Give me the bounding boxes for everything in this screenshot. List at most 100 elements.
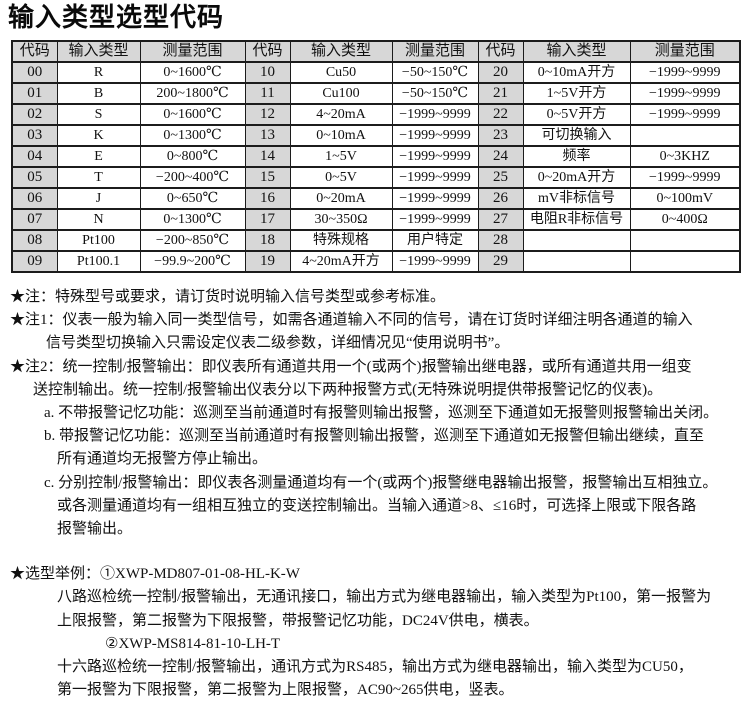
note-line: ★注2：统一控制/报警输出：即仪表所有通道共用一个(或两个)报警输出继电器，或所…	[10, 358, 692, 375]
input-type-cell: Cu50	[289, 61, 393, 84]
header-cell: 测量范围	[391, 40, 479, 63]
code-cell: 09	[11, 250, 58, 273]
table-row: 00 R 0~1600℃ 10 Cu50 −50~150℃ 20 0~10mA开方 −1999~…	[11, 61, 741, 84]
code-cell: 01	[11, 82, 58, 105]
input-type-cell: 0~5V	[289, 166, 393, 189]
code-cell: 25	[477, 166, 524, 189]
table-row: 07 N 0~1300℃ 17 30~350Ω −1999~9999 27 电阻R非标信号 0~…	[11, 208, 741, 231]
input-type-cell	[522, 250, 631, 273]
input-type-cell: 0~5V开方	[522, 103, 631, 126]
code-cell: 24	[477, 145, 524, 168]
code-cell: 21	[477, 82, 524, 105]
note-line: a. 不带报警记忆功能：巡测至当前通道时有报警则输出报警，巡测至下通道如无报警则…	[44, 405, 719, 422]
header-cell: 测量范围	[629, 40, 741, 63]
table-row: 02 S 0~1600℃ 12 4~20mA −1999~9999 22 0~5V开方 −199…	[11, 103, 741, 126]
input-type-cell: N	[56, 208, 141, 231]
input-type-cell: Pt100	[56, 229, 141, 252]
input-type-cell: 1~5V开方	[522, 82, 631, 105]
range-cell: 0~1600℃	[139, 103, 246, 126]
input-type-cell: Pt100.1	[56, 250, 141, 273]
code-cell: 00	[11, 61, 58, 84]
note-line: 信号类型切换输入只需设定仪表二级参数，详细情况见“使用说明书”。	[46, 335, 510, 352]
code-cell: 08	[11, 229, 58, 252]
input-type-cell: E	[56, 145, 141, 168]
range-cell: −50~150℃	[391, 61, 479, 84]
code-cell: 28	[477, 229, 524, 252]
range-cell: 200~1800℃	[139, 82, 246, 105]
code-cell: 14	[244, 145, 291, 168]
range-cell: 0~100mV	[629, 187, 741, 210]
notes-section: ★注：特殊型号或要求，请订货时说明输入信号类型或参考标准。 ★注1：仪表一般为输入…	[0, 286, 750, 541]
code-cell: 06	[11, 187, 58, 210]
table-row: 04 E 0~800℃ 14 1~5V −1999~9999 24 频率 0~3KHZ	[11, 145, 741, 168]
code-cell: 20	[477, 61, 524, 84]
range-cell: 0~1300℃	[139, 124, 246, 147]
example-line: 十六路巡检统一控制/报警输出，通讯方式为RS485，输出方式为继电器输出，输入类…	[57, 659, 693, 676]
range-cell	[629, 250, 741, 273]
header-cell: 代码	[244, 40, 291, 63]
note-line: ★注：特殊型号或要求，请订货时说明输入信号类型或参考标准。	[10, 289, 446, 305]
table-row: 05 T −200~400℃ 15 0~5V −1999~9999 25 0~20mA开方 −1…	[11, 166, 741, 189]
range-cell: 0~400Ω	[629, 208, 741, 231]
code-cell: 02	[11, 103, 58, 126]
input-type-cell: 0~10mA开方	[522, 61, 631, 84]
note-line: 送控制输出。统一控制/报警输出仪表分以下两种报警方式(无特殊说明提供带报警记忆的…	[33, 381, 663, 398]
range-cell: −1999~9999	[391, 103, 479, 126]
example-line: 八路巡检统一控制/报警输出，无通讯接口，输出方式为继电器输出，输入类型为Pt10…	[57, 589, 712, 606]
code-cell: 27	[477, 208, 524, 231]
note-line: 所有通道均无报警方停止输出。	[57, 451, 268, 468]
code-cell: 26	[477, 187, 524, 210]
table-row: 06 J 0~650℃ 16 0~20mA −1999~9999 26 mV非标信号 0~100…	[11, 187, 741, 210]
input-type-cell: 30~350Ω	[289, 208, 393, 231]
range-cell: 0~800℃	[139, 145, 246, 168]
page-title: 输入类型选型代码	[8, 2, 225, 32]
input-type-cell: J	[56, 187, 141, 210]
code-cell: 15	[244, 166, 291, 189]
input-type-cell	[522, 229, 631, 252]
example-line: 上限报警，第二报警为下限报警，带报警记忆功能，DC24V供电，横表。	[57, 612, 539, 629]
example-line: ②XWP-MS814-81-10-LH-T	[105, 635, 281, 652]
range-cell	[629, 124, 741, 147]
header-cell: 输入类型	[56, 40, 141, 63]
table-header-row: 代码 输入类型 测量范围 代码 输入类型 测量范围 代码 输入类型 测量范围	[11, 40, 741, 63]
range-cell: −1999~9999	[629, 166, 741, 189]
range-cell: 0~1600℃	[139, 61, 246, 84]
range-cell: −200~850℃	[139, 229, 246, 252]
selection-table: 代码 输入类型 测量范围 代码 输入类型 测量范围 代码 输入类型 测量范围 00 R 0~1600…	[11, 40, 741, 273]
range-cell: −1999~9999	[391, 166, 479, 189]
header-cell: 输入类型	[289, 40, 393, 63]
range-cell	[629, 229, 741, 252]
header-cell: 输入类型	[522, 40, 631, 63]
input-type-cell: 0~10mA	[289, 124, 393, 147]
code-cell: 22	[477, 103, 524, 126]
input-type-cell: 4~20mA开方	[289, 250, 393, 273]
input-type-cell: S	[56, 103, 141, 126]
selection-table-body: 00 R 0~1600℃ 10 Cu50 −50~150℃ 20 0~10mA开方 −1999~…	[11, 61, 741, 273]
table-row: 03 K 0~1300℃ 13 0~10mA −1999~9999 23 可切换输入	[11, 124, 741, 147]
note-line: 或各测量通道均有一组相互独立的变送控制输出。当输入通道>8、≤16时，可选择上限…	[57, 497, 697, 514]
header-cell: 代码	[477, 40, 524, 63]
examples-section: ★选型举例：①XWP-MD807-01-08-HL-K-W 八路巡检统一控制/报警…	[0, 563, 750, 702]
input-type-cell: 特殊规格	[289, 229, 393, 252]
code-cell: 23	[477, 124, 524, 147]
range-cell: −200~400℃	[139, 166, 246, 189]
example-line: ★选型举例：①XWP-MD807-01-08-HL-K-W	[10, 566, 300, 583]
input-type-cell: Cu100	[289, 82, 393, 105]
input-type-cell: K	[56, 124, 141, 147]
code-cell: 05	[11, 166, 58, 189]
range-cell: 0~650℃	[139, 187, 246, 210]
header-cell: 代码	[11, 40, 58, 63]
range-cell: 0~3KHZ	[629, 145, 741, 168]
input-type-cell: 电阻R非标信号	[522, 208, 631, 231]
range-cell: −1999~9999	[629, 61, 741, 84]
input-type-cell: 0~20mA开方	[522, 166, 631, 189]
code-cell: 29	[477, 250, 524, 273]
input-type-cell: 0~20mA	[289, 187, 393, 210]
input-type-cell: B	[56, 82, 141, 105]
header-cell: 测量范围	[139, 40, 246, 63]
note-line: c. 分别控制/报警输出：即仪表各测量通道均有一个(或两个)报警继电器输出报警，…	[44, 474, 718, 491]
input-type-cell: mV非标信号	[522, 187, 631, 210]
range-cell: −1999~9999	[391, 208, 479, 231]
code-cell: 11	[244, 82, 291, 105]
code-cell: 10	[244, 61, 291, 84]
